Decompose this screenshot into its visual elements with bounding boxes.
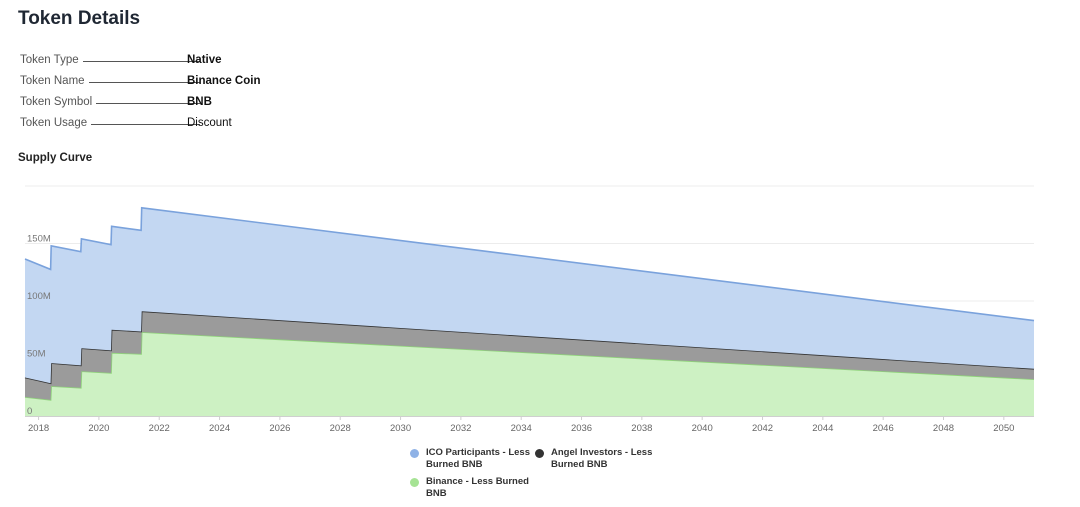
detail-value: Discount — [187, 117, 232, 129]
x-tick-label: 2026 — [269, 423, 290, 434]
x-tick-label: 2050 — [993, 423, 1014, 434]
supply-curve-chart: 0 50M 100M 150M 2018 2020 2022 2024 2026 2028 2030… — [24, 185, 1035, 434]
x-tick-label: 2044 — [812, 423, 833, 434]
legend-dot-icon — [410, 478, 419, 487]
leader-line — [40, 61, 200, 62]
detail-row-token-name: Token Name Binance Coin — [20, 73, 340, 94]
x-tick-label: 2034 — [511, 423, 532, 434]
series-line-2 — [24, 206, 1035, 322]
token-details-list: Token Type Native Token Name Binance Coi… — [20, 52, 340, 136]
legend-label: Binance - Less Burned BNB — [426, 476, 529, 499]
x-tick-label: 2028 — [330, 423, 351, 434]
detail-value: BNB — [187, 96, 212, 108]
area-series-2 — [25, 207, 1034, 384]
x-tick-label: 2046 — [873, 423, 894, 434]
x-tick-label: 2038 — [631, 423, 652, 434]
detail-value: Binance Coin — [187, 75, 261, 87]
legend-label: Angel Investors - Less Burned BNB — [551, 447, 653, 470]
x-tick-label: 2020 — [88, 423, 109, 434]
x-tick-label: 2036 — [571, 423, 592, 434]
detail-row-token-usage: Token Usage Discount — [20, 115, 340, 136]
detail-row-token-symbol: Token Symbol BNB — [20, 94, 340, 115]
x-tick-label: 2018 — [28, 423, 49, 434]
x-tick-label: 2032 — [450, 423, 471, 434]
legend-dot-icon — [535, 449, 544, 458]
y-tick-label: 100M — [27, 291, 51, 302]
detail-row-token-type: Token Type Native — [20, 52, 340, 73]
y-tick-label: 0 — [27, 406, 32, 417]
detail-value: Native — [187, 54, 222, 66]
legend-label: ICO Participants - Less Burned BNB — [426, 447, 531, 470]
supply-curve-title: Supply Curve — [18, 152, 93, 164]
x-tick-label: 2030 — [390, 423, 411, 434]
x-tick-label: 2022 — [149, 423, 170, 434]
leader-line — [40, 82, 200, 83]
detail-label: Token Type — [20, 54, 83, 66]
y-tick-label: 150M — [27, 234, 51, 245]
leader-line — [40, 103, 200, 104]
x-tick-label: 2024 — [209, 423, 230, 434]
detail-label: Token Name — [20, 75, 89, 87]
area-series-1 — [25, 311, 1034, 400]
detail-label: Token Symbol — [20, 96, 97, 108]
legend-dot-icon — [410, 449, 419, 458]
y-tick-label: 50M — [27, 349, 46, 360]
detail-label: Token Usage — [20, 117, 92, 129]
leader-line — [40, 124, 200, 125]
x-tick-label: 2040 — [692, 423, 713, 434]
x-tick-label: 2048 — [933, 423, 954, 434]
page-title: Token Details — [18, 8, 141, 29]
x-tick-label: 2042 — [752, 423, 773, 434]
area-series-0 — [25, 332, 1034, 416]
